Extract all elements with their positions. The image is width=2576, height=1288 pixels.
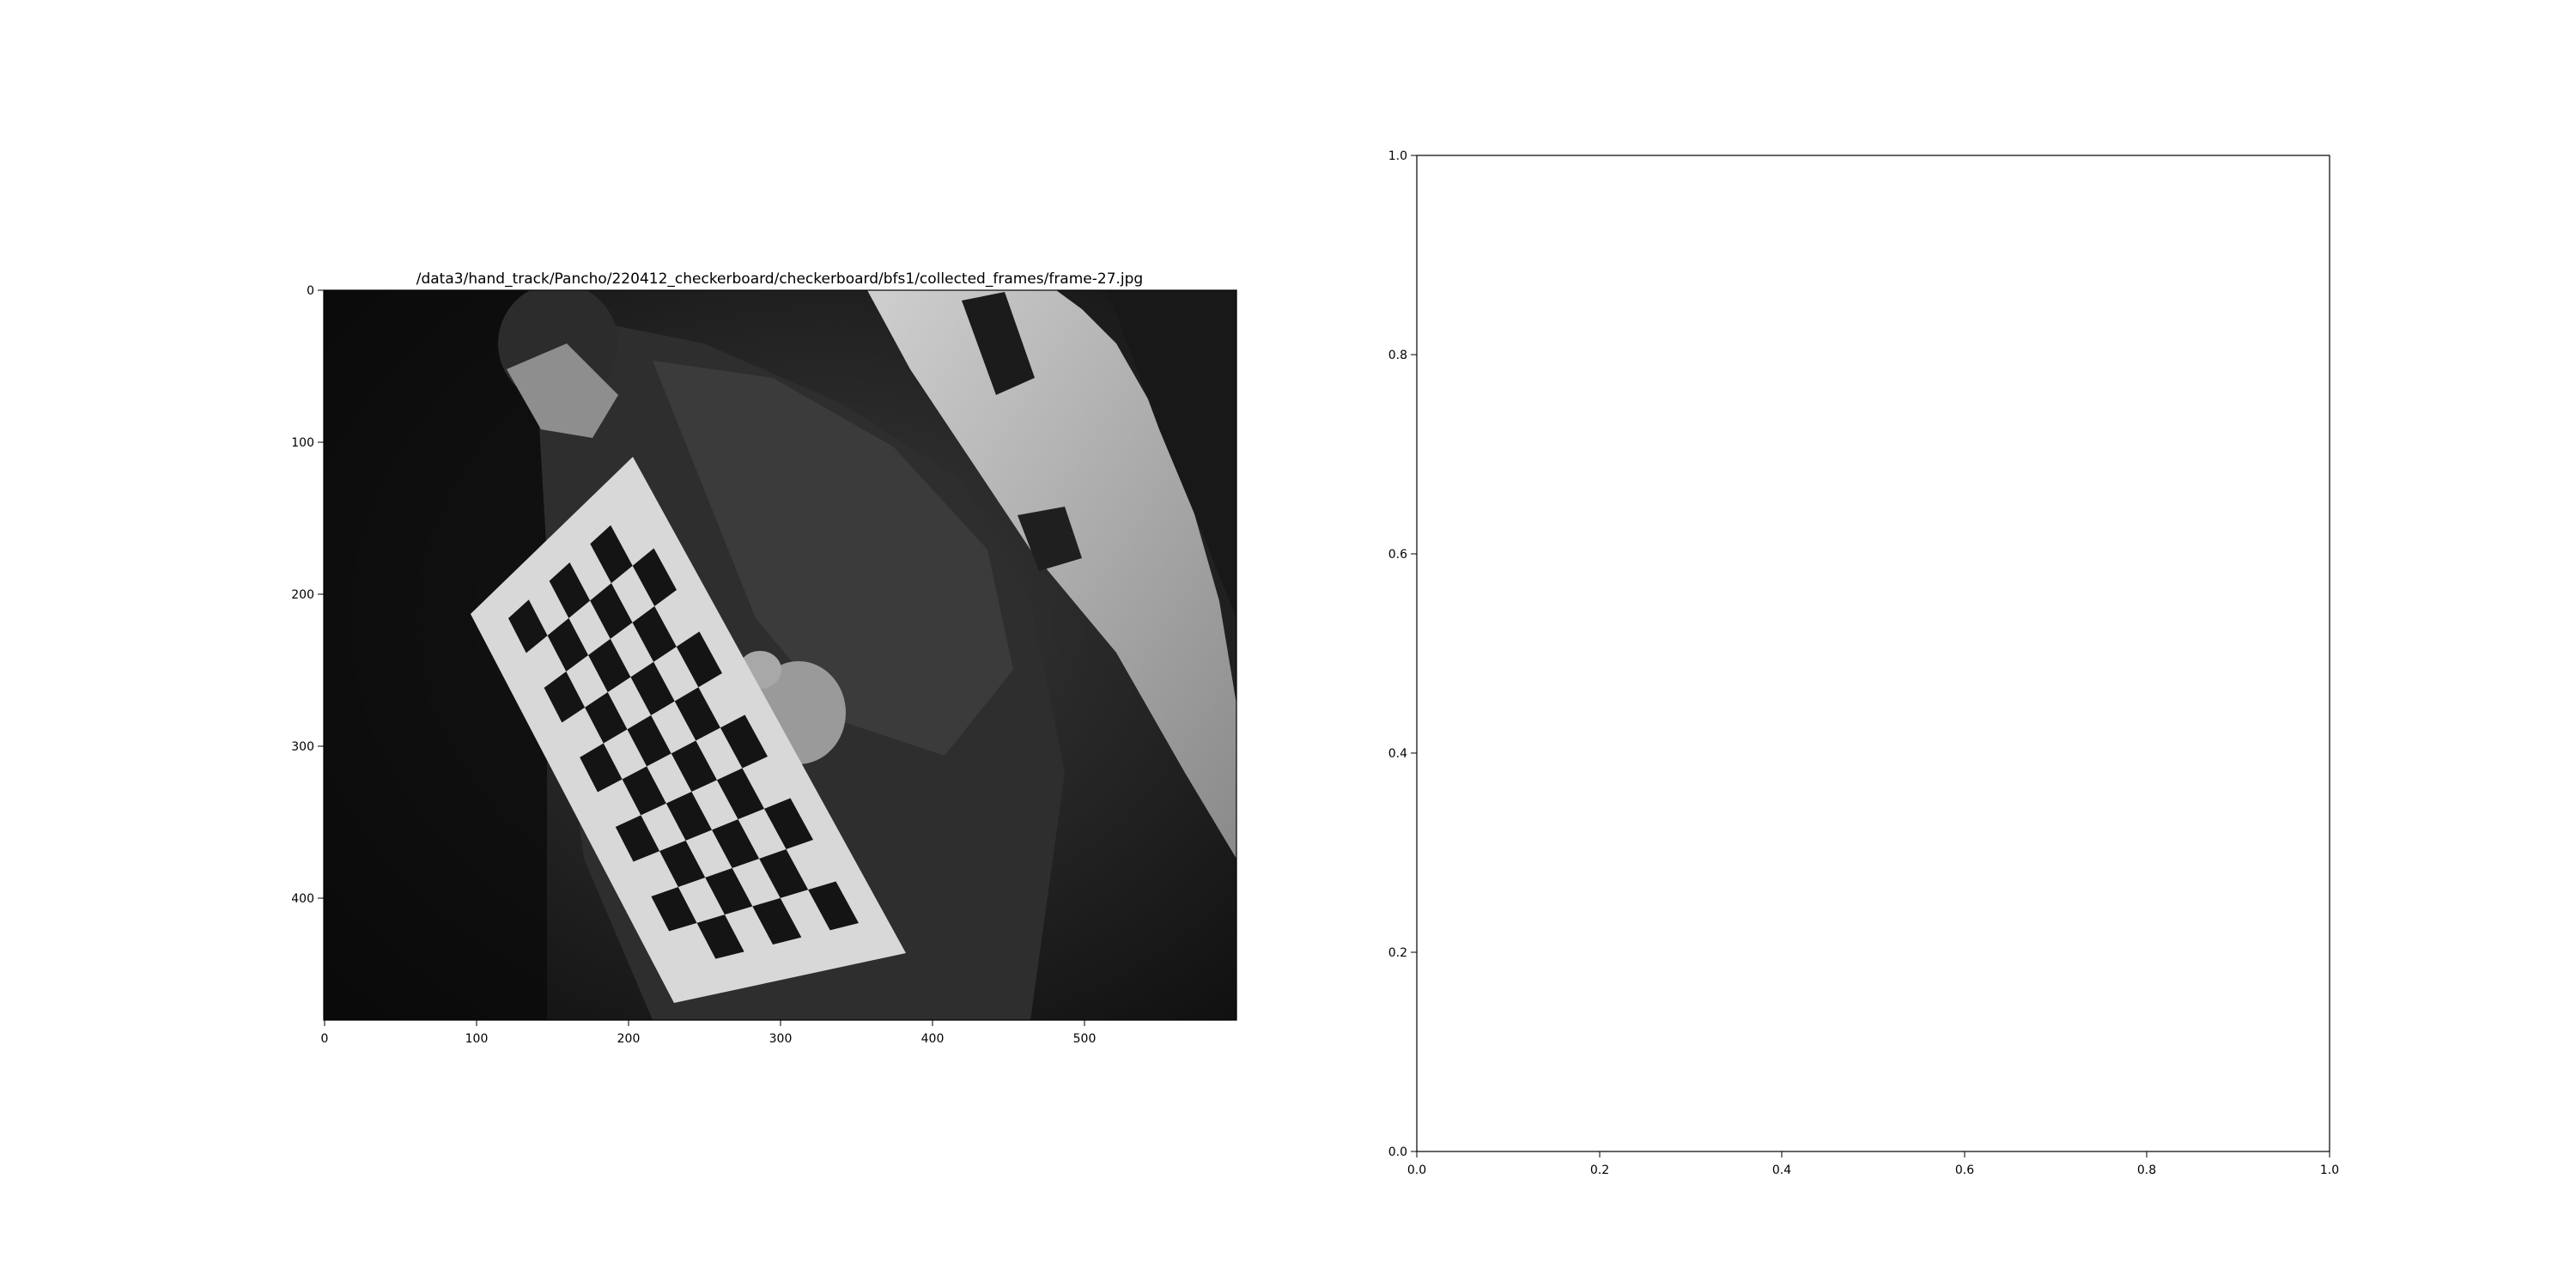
left-y-tick-label: 400 bbox=[291, 892, 314, 906]
checker-square bbox=[547, 617, 589, 671]
checker-square bbox=[676, 631, 722, 688]
left-axes-title: /data3/hand_track/Pancho/220412_checkerb… bbox=[416, 270, 1143, 288]
left-x-tick-label: 100 bbox=[465, 1032, 489, 1046]
checker-square bbox=[671, 740, 717, 792]
right-y-tick-label: 0.6 bbox=[1388, 548, 1407, 562]
camera-frame-image bbox=[324, 290, 1236, 1020]
checker-square bbox=[549, 562, 591, 618]
checker-square bbox=[705, 868, 753, 915]
right-x-tick-label: 0.0 bbox=[1407, 1163, 1426, 1177]
checker-square bbox=[659, 840, 706, 887]
left-y-tick-label: 300 bbox=[291, 740, 314, 754]
checker-square bbox=[630, 661, 675, 715]
right-x-tick-label: 0.4 bbox=[1772, 1163, 1791, 1177]
checker-square bbox=[712, 819, 760, 868]
checker-square bbox=[544, 671, 586, 723]
checker-square bbox=[720, 714, 768, 769]
right-x-tick-label: 0.2 bbox=[1590, 1163, 1609, 1177]
left-x-tick-label: 0 bbox=[321, 1032, 329, 1046]
right-y-tick-label: 0.8 bbox=[1388, 349, 1407, 362]
left-y-ticks: 0 100 200 300 400 bbox=[291, 284, 324, 906]
checker-square bbox=[508, 599, 548, 653]
left-axes: /data3/hand_track/Pancho/220412_checkerb… bbox=[291, 270, 1237, 1046]
checker-square bbox=[651, 887, 697, 932]
left-x-tick-label: 300 bbox=[769, 1032, 793, 1046]
left-y-tick-label: 0 bbox=[307, 284, 314, 298]
left-x-tick-label: 200 bbox=[617, 1032, 641, 1046]
checker-square bbox=[752, 897, 802, 945]
checker-square bbox=[615, 815, 660, 862]
right-y-tick-label: 1.0 bbox=[1388, 149, 1407, 163]
right-axes-frame bbox=[1416, 155, 2330, 1152]
right-x-tick-label: 0.6 bbox=[1955, 1163, 1974, 1177]
checker-square bbox=[665, 792, 713, 841]
checker-square bbox=[627, 715, 671, 767]
checkerboard-card bbox=[471, 457, 906, 1003]
left-x-tick-label: 500 bbox=[1073, 1032, 1097, 1046]
right-y-ticks: 0.0 0.2 0.4 0.6 0.8 1.0 bbox=[1388, 149, 1417, 1159]
checker-square bbox=[764, 798, 813, 849]
left-y-tick-label: 100 bbox=[291, 436, 314, 450]
left-y-tick-label: 200 bbox=[291, 588, 314, 602]
right-x-tick-label: 1.0 bbox=[2320, 1163, 2339, 1177]
checkerboard-squares bbox=[508, 525, 859, 959]
checker-square bbox=[632, 606, 677, 662]
checker-square bbox=[674, 687, 720, 741]
checker-square bbox=[585, 692, 628, 744]
left-x-ticks: 0 100 200 300 400 500 bbox=[321, 1020, 1097, 1046]
checker-square bbox=[590, 525, 633, 584]
checker-square bbox=[808, 881, 859, 931]
left-x-tick-label: 400 bbox=[921, 1032, 945, 1046]
right-x-ticks: 0.0 0.2 0.4 0.6 0.8 1.0 bbox=[1407, 1151, 2339, 1177]
right-axes: 0.0 0.2 0.4 0.6 0.8 1.0 0.0 0.2 0.4 0.6 … bbox=[1388, 149, 2339, 1177]
checker-square bbox=[622, 766, 666, 816]
right-y-tick-label: 0.2 bbox=[1388, 946, 1407, 960]
right-y-tick-label: 0.0 bbox=[1388, 1145, 1407, 1159]
right-x-tick-label: 0.8 bbox=[2137, 1163, 2156, 1177]
checker-square bbox=[590, 583, 633, 639]
checker-square bbox=[716, 768, 765, 820]
right-y-tick-label: 0.4 bbox=[1388, 747, 1407, 761]
checker-square bbox=[580, 743, 623, 793]
checker-square bbox=[588, 639, 631, 693]
checker-square bbox=[696, 914, 744, 959]
checker-square bbox=[759, 849, 809, 898]
checker-square bbox=[632, 548, 677, 606]
